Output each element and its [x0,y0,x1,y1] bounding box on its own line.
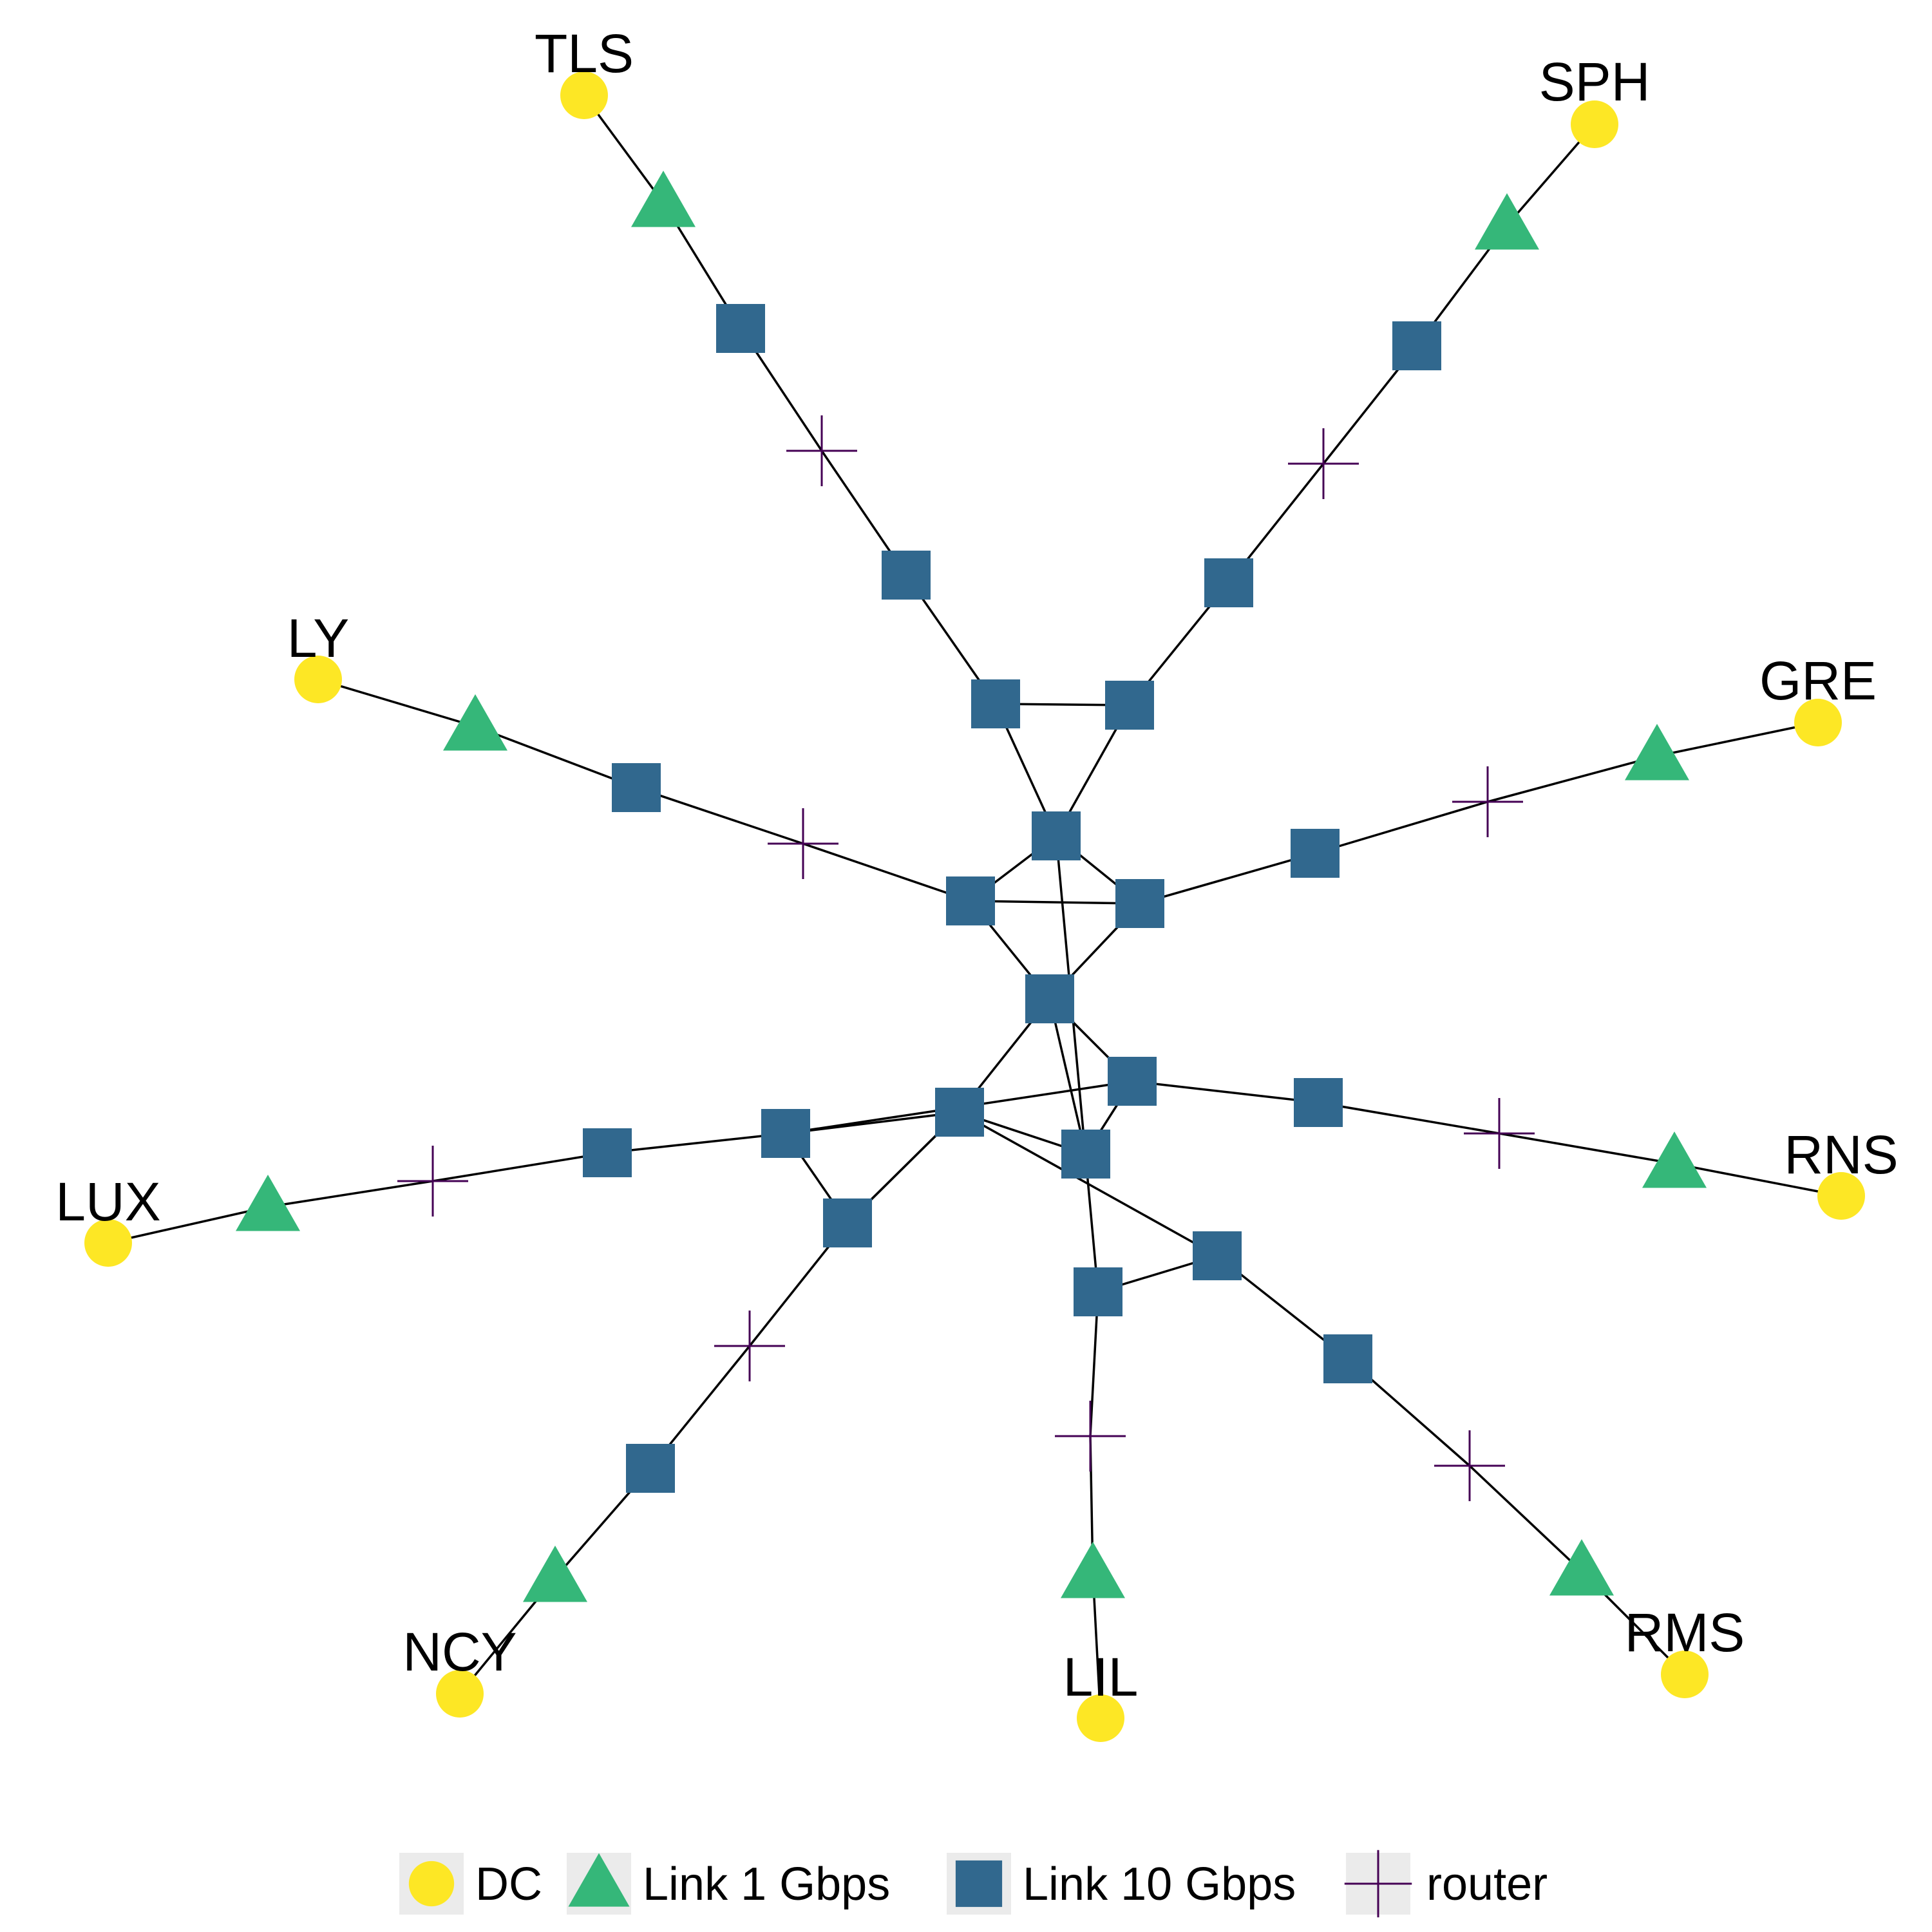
link-10g-node [1323,1334,1372,1383]
edge-lux [267,1180,433,1208]
dc-node-rns [1817,1172,1865,1220]
edge-ly [317,678,476,728]
edge-gre [1139,852,1316,905]
edge-lux [108,1206,269,1244]
link-10g-node [626,1444,675,1493]
link-10g-node [612,763,661,812]
dc-node-gre [1794,699,1842,746]
dc-node-rms [1661,1651,1709,1698]
link-1g-node [1061,1542,1125,1598]
link-1g-node [1625,724,1689,781]
legend-label-router: router [1426,1859,1548,1910]
edge-rns [1132,1080,1319,1104]
link-1g-node [631,171,696,227]
legend-label-dc: DC [475,1859,542,1910]
edge-rns [1499,1132,1675,1165]
dc-label-ncy: NCY [402,1622,516,1682]
router-node [1055,1401,1126,1472]
edge-ly [802,842,971,902]
legend-label-link-10g: Link 10 Gbps [1023,1859,1296,1910]
link-10g-node [1032,811,1081,860]
edge-ly [475,725,637,789]
legend-key-link-10g [955,1860,1003,1908]
edge-rms [1468,1464,1583,1573]
link-10g-node [1193,1231,1242,1280]
legend-label-link-1g: Link 1 Gbps [643,1859,890,1910]
link-10g-node [1074,1267,1122,1316]
link-10g-node [1392,321,1441,370]
node-layer [84,71,1865,1742]
link-10g-node [716,304,765,353]
legend-key-router [1344,1850,1412,1918]
dc-label-rns: RNS [1784,1124,1898,1185]
edge-core [1055,835,1099,1293]
link-10g-node [935,1088,984,1137]
link-1g-node [443,694,507,751]
dc-node-lil [1077,1694,1124,1742]
link-10g-node [761,1109,810,1158]
edge-ly [636,786,804,845]
link-1g-node [1642,1132,1707,1188]
edge-gre [1656,721,1819,757]
edge-rns [1674,1162,1842,1197]
dc-node-sph [1571,100,1618,148]
link-10g-node [583,1128,632,1177]
link-1g-node [236,1175,300,1231]
dc-node-tls [560,71,608,119]
edge-core [970,900,1141,905]
link-10g-node [1061,1130,1110,1179]
router-node [1434,1430,1505,1501]
edge-gre [1314,800,1488,855]
link-10g-node [946,876,995,925]
router-node [1452,766,1523,837]
dc-label-ly: LY [287,608,350,668]
link-10g-node [1204,558,1253,607]
router-node [786,415,857,486]
legend-key-dc [408,1861,455,1907]
dc-label-rms: RMS [1625,1602,1745,1663]
dc-node-lux [84,1219,132,1267]
router-node [1288,428,1359,499]
link-1g-node [1475,193,1539,250]
edge-lux [432,1151,608,1182]
link-10g-node [1294,1078,1343,1127]
dc-label-lux: LUX [55,1171,160,1232]
link-1g-node [1549,1539,1614,1596]
dc-node-ly [294,656,342,703]
router-node [714,1311,785,1381]
dc-label-lil: LIL [1063,1647,1139,1707]
dc-label-sph: SPH [1539,52,1651,112]
link-10g-node [823,1198,872,1247]
link-10g-node [882,551,931,600]
edge-core [1048,998,1087,1155]
link-10g-node [1025,974,1074,1023]
router-node [768,808,838,879]
link-1g-node [523,1546,587,1602]
router-node [1464,1098,1535,1169]
link-10g-node [1105,681,1154,730]
link-10g-node [1108,1057,1157,1106]
edge-rns [1318,1101,1500,1135]
edge-gre [1487,755,1658,803]
link-10g-node [1291,829,1340,878]
dc-label-tls: TLS [535,23,634,84]
dc-node-ncy [436,1670,484,1718]
legend-key-link-1g [568,1853,630,1907]
link-10g-node [971,679,1020,728]
link-10g-node [1115,879,1164,928]
dc-label-layer: TLS SPH LY GRE LUX RNS NCY LIL RMS [55,23,1898,1707]
legend: DC Link 1 Gbps Link 10 Gbps router [399,1850,1548,1918]
dc-label-gre: GRE [1759,650,1877,711]
router-node [397,1146,468,1217]
edge-core [959,1111,1218,1257]
edge-lux [607,1132,786,1154]
